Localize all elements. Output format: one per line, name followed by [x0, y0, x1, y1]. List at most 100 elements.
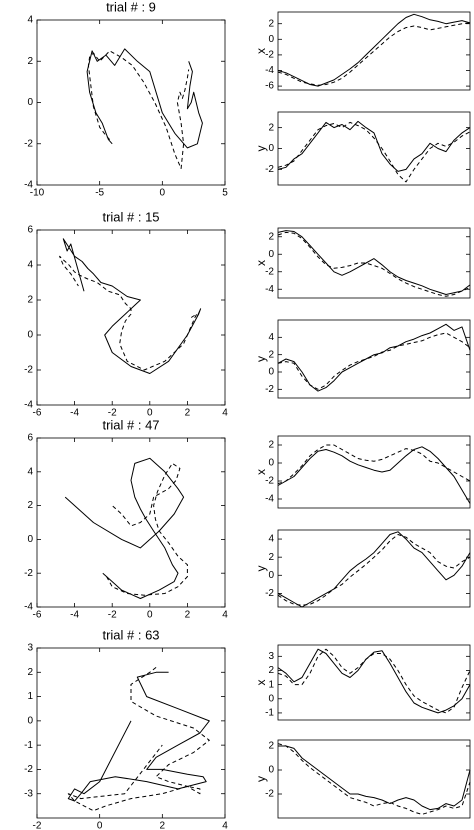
y-tick-label: 0: [268, 34, 274, 45]
x-tick-label: -2: [108, 408, 117, 419]
y-axis-label: x: [254, 48, 268, 54]
y-axis-label: x: [254, 469, 268, 475]
y-tick-label: -2: [265, 476, 274, 487]
y-tick-label: 0: [27, 534, 33, 545]
y-tick-label: 2: [268, 552, 274, 563]
x-tick-label: 0: [97, 821, 103, 830]
y-axis-label: y: [254, 356, 268, 362]
y-tick-label: 0: [27, 97, 33, 108]
dashed-line: [277, 648, 471, 714]
y-tick-label: -2: [265, 164, 274, 175]
plot-frame: [36, 229, 226, 406]
x-tick-label: -2: [108, 610, 117, 621]
dashed-line: [277, 444, 471, 485]
y-axis-label: y: [254, 566, 268, 572]
y-tick-label: -1: [24, 740, 33, 751]
x-tick-label: 4: [222, 408, 228, 419]
x-tick-label: -6: [33, 408, 42, 419]
solid-line: [277, 531, 471, 608]
y-tick-label: -2: [265, 384, 274, 395]
y-tick-label: -2: [24, 138, 33, 149]
dashed-line: [106, 462, 188, 596]
y-tick-label: 3: [268, 651, 274, 662]
solid-line: [278, 745, 471, 811]
y-tick-label: 2: [268, 741, 274, 752]
y-tick-label: 0: [268, 143, 274, 154]
y-axis-label: x: [254, 260, 268, 266]
x-tick-label: 2: [185, 610, 191, 621]
x-tick-label: 2: [185, 408, 191, 419]
plot-frame: [277, 435, 471, 509]
plot-frame: [36, 437, 226, 608]
solid-line: [62, 238, 202, 374]
plot-frame: [277, 11, 471, 91]
x-tick-label: -2: [33, 821, 42, 830]
y-tick-label: -2: [24, 764, 33, 775]
solid-line: [67, 671, 210, 802]
y-axis-label: y: [254, 146, 268, 152]
y-tick-label: 6: [27, 433, 33, 444]
plot-frame: [277, 644, 471, 721]
y-tick-label: 2: [27, 500, 33, 511]
y-tick-label: 4: [268, 534, 274, 545]
y-tick-label: 0: [268, 765, 274, 776]
y-tick-label: -2: [265, 266, 274, 277]
y-axis-label: x: [254, 680, 268, 686]
y-tick-label: 4: [27, 15, 33, 26]
y-tick-label: 4: [268, 332, 274, 343]
dashed-line: [59, 255, 198, 371]
y-tick-label: 2: [268, 349, 274, 360]
y-tick-label: 0: [27, 715, 33, 726]
y-tick-label: 0: [268, 458, 274, 469]
y-tick-label: 0: [268, 367, 274, 378]
x-tick-label: -6: [33, 610, 42, 621]
y-tick-label: 1: [27, 691, 33, 702]
chart-title: trial # : 9: [106, 0, 156, 14]
y-tick-label: -1: [265, 708, 274, 719]
x-tick-label: -4: [70, 610, 79, 621]
x-tick-label: -5: [95, 188, 104, 199]
x-tick-label: -10: [30, 188, 45, 199]
dashed-line: [277, 332, 471, 390]
x-tick-label: 0: [147, 408, 153, 419]
plot-frame: [277, 319, 471, 399]
y-tick-label: 2: [27, 56, 33, 67]
y-tick-label: -4: [24, 602, 33, 613]
x-tick-label: 0: [160, 188, 166, 199]
solid-line: [86, 48, 203, 149]
solid-line: [277, 446, 471, 504]
y-tick-label: 6: [27, 225, 33, 236]
y-tick-label: -2: [265, 588, 274, 599]
dashed-line: [67, 667, 210, 812]
dashed-line: [277, 121, 471, 183]
y-tick-label: 2: [268, 122, 274, 133]
plot-frame: [36, 19, 226, 186]
x-tick-label: 2: [160, 821, 166, 830]
x-tick-label: 4: [222, 610, 228, 621]
y-tick-label: 1: [268, 679, 274, 690]
y-tick-label: 0: [27, 330, 33, 341]
y-tick-label: 3: [27, 643, 33, 654]
solid-line: [277, 230, 471, 295]
solid-line: [64, 457, 185, 599]
y-tick-label: 2: [268, 440, 274, 451]
y-tick-label: 2: [268, 665, 274, 676]
dashed-line: [277, 743, 471, 815]
y-tick-label: -3: [24, 788, 33, 799]
x-tick-label: 4: [222, 821, 228, 830]
chart-title: trial # : 15: [102, 209, 159, 224]
x-tick-label: 0: [147, 610, 153, 621]
y-tick-label: 0: [268, 570, 274, 581]
y-tick-label: 2: [27, 295, 33, 306]
solid-line: [277, 648, 471, 714]
chart-title: trial # : 47: [102, 417, 159, 432]
plot-frame: [277, 529, 471, 608]
y-tick-label: -4: [24, 400, 33, 411]
dashed-line: [87, 50, 190, 169]
y-tick-label: -6: [265, 81, 274, 92]
y-tick-label: -4: [265, 65, 274, 76]
y-tick-label: -2: [24, 568, 33, 579]
solid-line: [277, 120, 471, 172]
